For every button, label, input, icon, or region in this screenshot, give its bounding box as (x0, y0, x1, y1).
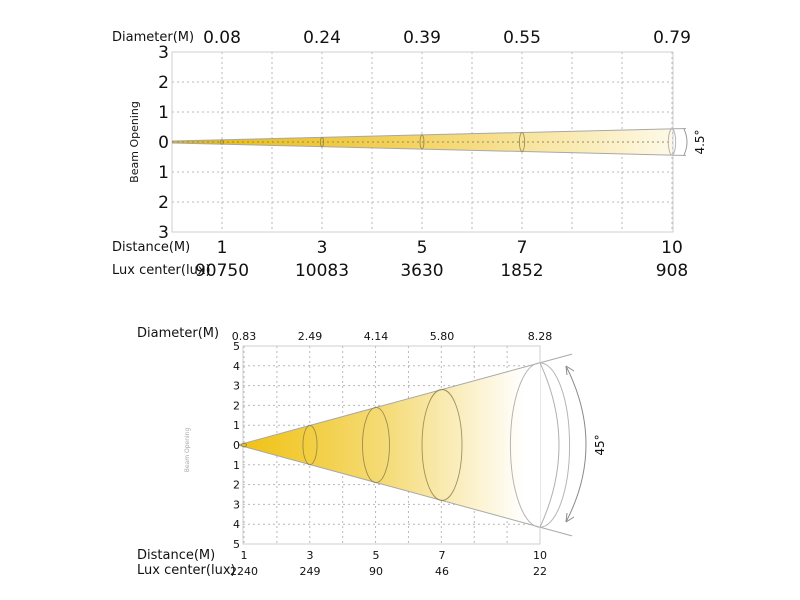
lux-value: 2240 (230, 565, 258, 578)
diameter-value: 8.28 (528, 330, 553, 343)
distance-value: 7 (517, 238, 528, 258)
beam-cross-section (419, 134, 425, 150)
diameter-value: 0.83 (232, 330, 257, 343)
beam-cone (238, 362, 540, 528)
y-tick-label: 2 (233, 479, 240, 492)
beam-edge-top (171, 128, 687, 142)
diameter-value: 0.24 (303, 28, 341, 48)
y-tick-label: 5 (233, 538, 240, 551)
lux-header: Lux center(lux) (112, 263, 211, 278)
distance-value: 1 (241, 549, 248, 562)
lux-value: 10083 (295, 261, 349, 281)
y-tick-label: 3 (233, 498, 240, 511)
diameter-value: 0.08 (203, 28, 241, 48)
diameter-header: Diameter(M) (137, 326, 219, 341)
diameter-value: 2.49 (298, 330, 323, 343)
lux-value: 90 (369, 565, 383, 578)
lux-value: 3630 (400, 261, 443, 281)
y-tick-label: 0 (233, 439, 240, 452)
lux-value: 46 (435, 565, 449, 578)
distance-value: 3 (317, 238, 328, 258)
y-tick-label: 2 (158, 73, 169, 93)
beam-angle-label: 45° (593, 434, 607, 455)
beam-cross-section (220, 139, 224, 145)
diameter-header: Diameter(M) (112, 30, 194, 45)
lux-value: 249 (300, 565, 321, 578)
y-tick-label: 3 (158, 43, 169, 63)
diameter-value: 4.14 (364, 330, 389, 343)
y-tick-label: 1 (233, 419, 240, 432)
y-tick-label: 1 (158, 103, 169, 123)
distance-value: 5 (417, 238, 428, 258)
distance-value: 10 (661, 238, 683, 258)
arrow-up-icon (565, 365, 575, 376)
lux-value: 1852 (500, 261, 543, 281)
beam-edge-bottom (237, 444, 573, 537)
y-tick-label: 4 (233, 360, 240, 373)
beam-angle-label: 4.5° (693, 129, 707, 154)
y-tick-label: 5 (233, 340, 240, 353)
y-axis-label: Beam Opening (128, 101, 141, 183)
beam-cross-section (302, 424, 318, 466)
lux-value: 90750 (195, 261, 249, 281)
distance-value: 10 (533, 549, 547, 562)
angle-arc (565, 365, 587, 523)
distance-header: Distance(M) (112, 240, 190, 255)
distance-value: 3 (307, 549, 314, 562)
lux-value: 22 (533, 565, 547, 578)
beam-cross-section (518, 132, 526, 152)
beam-edge-top (237, 353, 573, 446)
beam-cross-section (362, 407, 390, 483)
diameter-value: 5.80 (430, 330, 455, 343)
diameter-value: 0.55 (503, 28, 541, 48)
beam-end-cap (683, 128, 688, 156)
beam-end-cap (539, 362, 560, 528)
y-axis-label: Beam Opening (184, 428, 191, 473)
beam-edge-bottom (171, 142, 687, 156)
y-tick-label: 1 (233, 459, 240, 472)
y-tick-label: 1 (158, 163, 169, 183)
distance-header: Distance(M) (137, 548, 215, 563)
lux-header: Lux center(lux) (137, 563, 236, 578)
y-tick-label: 3 (158, 223, 169, 243)
y-tick-label: 2 (158, 193, 169, 213)
y-tick-label: 4 (233, 518, 240, 531)
y-tick-label: 3 (233, 380, 240, 393)
lux-value: 908 (656, 261, 688, 281)
y-tick-label: 2 (233, 399, 240, 412)
beam-cross-section (667, 128, 677, 156)
beam-cross-section (320, 136, 324, 148)
distance-value: 7 (439, 549, 446, 562)
diameter-value: 0.79 (653, 28, 691, 48)
distance-value: 5 (373, 549, 380, 562)
arrow-down-icon (565, 512, 575, 523)
beam-cross-section (421, 389, 463, 501)
diameter-value: 0.39 (403, 28, 441, 48)
distance-value: 1 (217, 238, 228, 258)
y-tick-label: 0 (158, 133, 169, 153)
beam-cross-section (241, 442, 247, 448)
